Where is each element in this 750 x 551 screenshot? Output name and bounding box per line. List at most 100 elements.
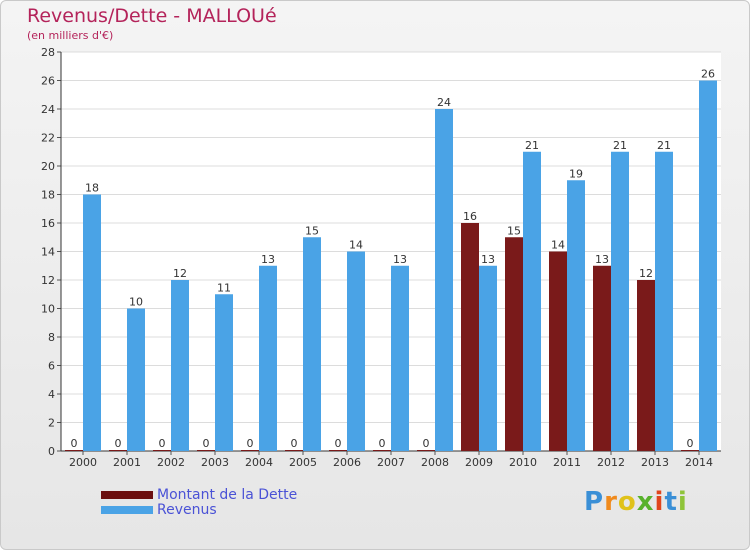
legend-item-revenus: Revenus (101, 501, 297, 518)
y-tick-label: 0 (48, 445, 55, 458)
data-label-revenus-2007: 13 (393, 253, 407, 266)
x-tick-label: 2003 (201, 456, 229, 469)
data-label-dette-2006: 0 (335, 437, 342, 450)
y-tick-label: 8 (48, 331, 55, 344)
data-label-revenus-2005: 15 (305, 224, 319, 237)
data-label-revenus-2000: 18 (85, 182, 99, 195)
y-tick-label: 26 (41, 75, 55, 88)
data-label-revenus-2013: 21 (657, 139, 671, 152)
data-label-revenus-2003: 11 (217, 281, 231, 294)
logo-letter: x (636, 487, 655, 517)
data-label-dette-2013: 12 (639, 267, 653, 280)
data-label-revenus-2012: 21 (613, 139, 627, 152)
y-tick-label: 24 (41, 103, 55, 116)
data-label-revenus-2009: 13 (481, 253, 495, 266)
bar-dette-2010 (505, 237, 523, 451)
logo-letter: P (584, 487, 605, 517)
bar-revenus-2011 (567, 180, 585, 451)
data-label-revenus-2006: 14 (349, 239, 363, 252)
y-tick-label: 6 (48, 360, 55, 373)
x-tick-label: 2008 (421, 456, 449, 469)
x-tick-label: 2001 (113, 456, 141, 469)
data-label-dette-2014: 0 (687, 437, 694, 450)
data-label-revenus-2008: 24 (437, 96, 451, 109)
bar-dette-2008 (417, 450, 435, 451)
bar-revenus-2004 (259, 265, 277, 451)
legend-label-dette: Montant de la Dette (157, 486, 298, 503)
logo-letter: t (664, 487, 678, 517)
data-label-revenus-2002: 12 (173, 267, 187, 280)
x-tick-label: 2007 (377, 456, 405, 469)
y-tick-label: 4 (48, 388, 55, 401)
logo-letter: i (654, 487, 665, 517)
y-tick-label: 12 (41, 274, 55, 287)
bar-dette-2001 (109, 450, 127, 451)
bar-revenus-2003 (215, 294, 233, 451)
y-tick-label: 16 (41, 217, 55, 230)
x-tick-label: 2011 (553, 456, 581, 469)
data-label-dette-2011: 14 (551, 239, 565, 252)
x-tick-label: 2000 (69, 456, 97, 469)
bar-dette-2000 (65, 450, 83, 451)
bar-revenus-2001 (127, 308, 145, 451)
data-label-dette-2005: 0 (291, 437, 298, 450)
data-label-revenus-2014: 26 (701, 68, 715, 81)
x-tick-label: 2012 (597, 456, 625, 469)
bar-dette-2009 (461, 223, 479, 451)
bar-revenus-2002 (171, 280, 189, 451)
data-label-dette-2001: 0 (115, 437, 122, 450)
data-label-dette-2012: 13 (595, 253, 609, 266)
bar-revenus-2010 (523, 151, 541, 451)
y-tick-label: 14 (41, 246, 55, 259)
x-tick-label: 2010 (509, 456, 537, 469)
bar-revenus-2007 (391, 265, 409, 451)
bar-dette-2003 (197, 450, 215, 451)
bar-dette-2006 (329, 450, 347, 451)
bar-dette-2002 (153, 450, 171, 451)
logo-letter: r (604, 487, 618, 517)
y-tick-label: 20 (41, 160, 55, 173)
bar-dette-2005 (285, 450, 303, 451)
data-label-revenus-2001: 10 (129, 296, 143, 309)
data-label-dette-2004: 0 (247, 437, 254, 450)
bar-dette-2012 (593, 265, 611, 451)
proxiti-logo: Proxiti (584, 487, 688, 517)
data-label-revenus-2010: 21 (525, 139, 539, 152)
x-tick-label: 2005 (289, 456, 317, 469)
data-label-revenus-2004: 13 (261, 253, 275, 266)
bar-dette-2011 (549, 251, 567, 451)
legend-label-revenus: Revenus (157, 501, 217, 518)
x-tick-label: 2004 (245, 456, 273, 469)
x-tick-label: 2006 (333, 456, 361, 469)
chart-title: Revenus/Dette - MALLOUé (27, 5, 277, 27)
x-tick-label: 2009 (465, 456, 493, 469)
data-label-revenus-2011: 19 (569, 167, 583, 180)
legend: Montant de la Dette Revenus (101, 486, 298, 518)
bar-revenus-2000 (83, 194, 101, 451)
y-tick-label: 22 (41, 132, 55, 145)
data-label-dette-2010: 15 (507, 224, 521, 237)
data-label-dette-2002: 0 (159, 437, 166, 450)
logo-letter: i (677, 487, 688, 517)
x-tick-label: 2013 (641, 456, 669, 469)
data-label-dette-2003: 0 (203, 437, 210, 450)
data-label-dette-2007: 0 (379, 437, 386, 450)
logo-letter: o (617, 487, 637, 517)
legend-swatch-revenus (101, 505, 153, 514)
x-tick-label: 2002 (157, 456, 185, 469)
y-tick-label: 28 (41, 46, 55, 59)
bar-dette-2007 (373, 450, 391, 451)
bar-dette-2014 (681, 450, 699, 451)
bar-dette-2004 (241, 450, 259, 451)
bar-revenus-2013 (655, 151, 673, 451)
data-label-dette-2008: 0 (423, 437, 430, 450)
bar-revenus-2008 (435, 109, 453, 451)
bar-revenus-2009 (479, 265, 497, 451)
y-tick-label: 2 (48, 417, 55, 430)
bar-dette-2013 (637, 280, 655, 451)
y-tick-label: 18 (41, 189, 55, 202)
x-tick-label: 2014 (685, 456, 713, 469)
chart-subtitle: (en milliers d'€) (27, 29, 114, 42)
